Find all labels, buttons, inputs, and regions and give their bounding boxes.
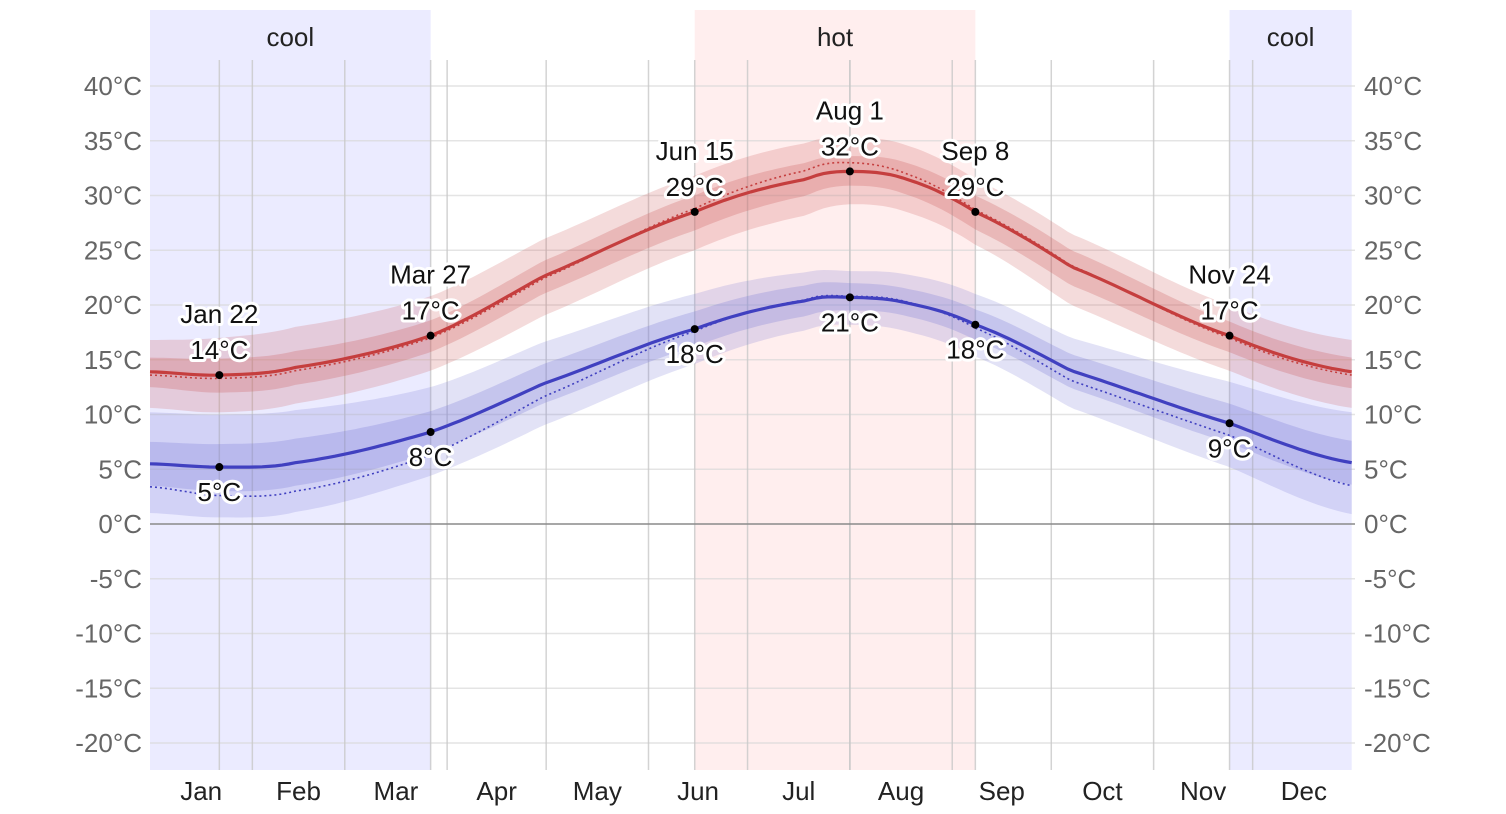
low-band-10-90 <box>150 270 1352 518</box>
month-label: Sep <box>979 776 1025 806</box>
y-tick-label-left: 15°C <box>84 345 142 375</box>
y-tick-label-right: 40°C <box>1364 71 1422 101</box>
y-tick-label-right: 25°C <box>1364 235 1422 265</box>
high-band-10-90 <box>150 137 1352 413</box>
month-label: Oct <box>1082 776 1123 806</box>
y-tick-label-left: 40°C <box>84 71 142 101</box>
high-value-label: 29°C <box>666 172 724 202</box>
y-tick-label-right: 15°C <box>1364 345 1422 375</box>
month-label: Jan <box>180 776 222 806</box>
y-tick-label-left: 20°C <box>84 290 142 320</box>
y-tick-label-right: 35°C <box>1364 126 1422 156</box>
season-band <box>694 10 976 770</box>
low-avg-line <box>149 295 1352 469</box>
axis-labels: -20°C -20°C -15°C -15°C -10°C -10°C -5°C -5°C 0°… <box>75 71 1431 806</box>
high-date-label: Jun 15 <box>656 136 734 166</box>
y-tick-label-right: 20°C <box>1364 290 1422 320</box>
high-band-25-75 <box>150 156 1352 393</box>
low-value-label: 9°C <box>1208 433 1252 463</box>
low-marker <box>215 463 224 472</box>
low-value-label: 18°C <box>946 335 1004 365</box>
y-tick-label-right: -5°C <box>1364 564 1416 594</box>
y-tick-label-left: 35°C <box>84 126 142 156</box>
low-band-25-75 <box>150 282 1352 492</box>
series-lines <box>149 161 1352 497</box>
high-marker <box>1225 331 1234 340</box>
y-tick-label-right: 0°C <box>1364 509 1408 539</box>
y-tick-label-left: 10°C <box>84 400 142 430</box>
y-tick-label-left: -15°C <box>75 673 142 703</box>
y-tick-label-left: -5°C <box>90 564 142 594</box>
y-tick-label-left: 5°C <box>98 454 142 484</box>
high-value-label: 29°C <box>946 172 1004 202</box>
high-marker <box>215 371 224 380</box>
high-avg-line <box>149 169 1352 377</box>
high-marker <box>971 207 980 216</box>
month-label: Aug <box>878 776 924 806</box>
high-date-label: Jan 22 <box>180 299 258 329</box>
high-marker <box>426 331 435 340</box>
month-label: Dec <box>1281 776 1327 806</box>
marker-points <box>215 167 1234 472</box>
month-label: Jul <box>782 776 815 806</box>
high-date-label: Nov 24 <box>1188 260 1270 290</box>
high-trend-line <box>149 161 1352 380</box>
high-marker <box>690 207 699 216</box>
month-label: Nov <box>1180 776 1226 806</box>
season-band <box>150 10 431 770</box>
season-label: cool <box>266 22 314 52</box>
month-label: Jun <box>677 776 719 806</box>
low-value-label: 8°C <box>409 442 453 472</box>
high-marker <box>845 167 854 176</box>
low-value-label: 18°C <box>666 339 724 369</box>
month-label: May <box>573 776 622 806</box>
annotations: Jan 22 14°C Mar 27 17°C Jun 15 29°C Aug 1 32°C S… <box>177 92 1273 510</box>
low-value-label: 21°C <box>821 307 879 337</box>
low-marker <box>845 293 854 302</box>
season-bands: cool hot cool <box>150 10 1352 770</box>
y-tick-label-right: 5°C <box>1364 454 1408 484</box>
low-value-label: 5°C <box>198 477 242 507</box>
high-date-label: Aug 1 <box>816 95 884 125</box>
y-tick-label-right: 10°C <box>1364 400 1422 430</box>
low-marker <box>690 325 699 334</box>
y-tick-label-right: -15°C <box>1364 673 1431 703</box>
month-label: Mar <box>374 776 419 806</box>
y-tick-label-left: -10°C <box>75 619 142 649</box>
gridlines <box>150 60 1355 770</box>
high-value-label: 17°C <box>1201 296 1259 326</box>
high-date-label: Mar 27 <box>390 260 471 290</box>
low-marker <box>426 428 435 437</box>
y-tick-label-left: 25°C <box>84 235 142 265</box>
season-label: hot <box>817 22 854 52</box>
high-value-label: 17°C <box>402 296 460 326</box>
month-label: Apr <box>476 776 517 806</box>
high-value-label: 32°C <box>821 131 879 161</box>
season-label: cool <box>1267 22 1315 52</box>
y-tick-label-left: -20°C <box>75 728 142 758</box>
y-tick-label-right: -20°C <box>1364 728 1431 758</box>
high-date-label: Sep 8 <box>941 136 1009 166</box>
y-tick-label-left: 0°C <box>98 509 142 539</box>
y-tick-label-left: 30°C <box>84 181 142 211</box>
month-label: Feb <box>276 776 321 806</box>
low-marker <box>1225 419 1234 428</box>
low-marker <box>971 320 980 329</box>
season-band <box>1229 10 1352 770</box>
high-value-label: 14°C <box>190 335 248 365</box>
y-tick-label-right: 30°C <box>1364 181 1422 211</box>
y-tick-label-right: -10°C <box>1364 619 1431 649</box>
percentile-bands <box>150 137 1352 518</box>
